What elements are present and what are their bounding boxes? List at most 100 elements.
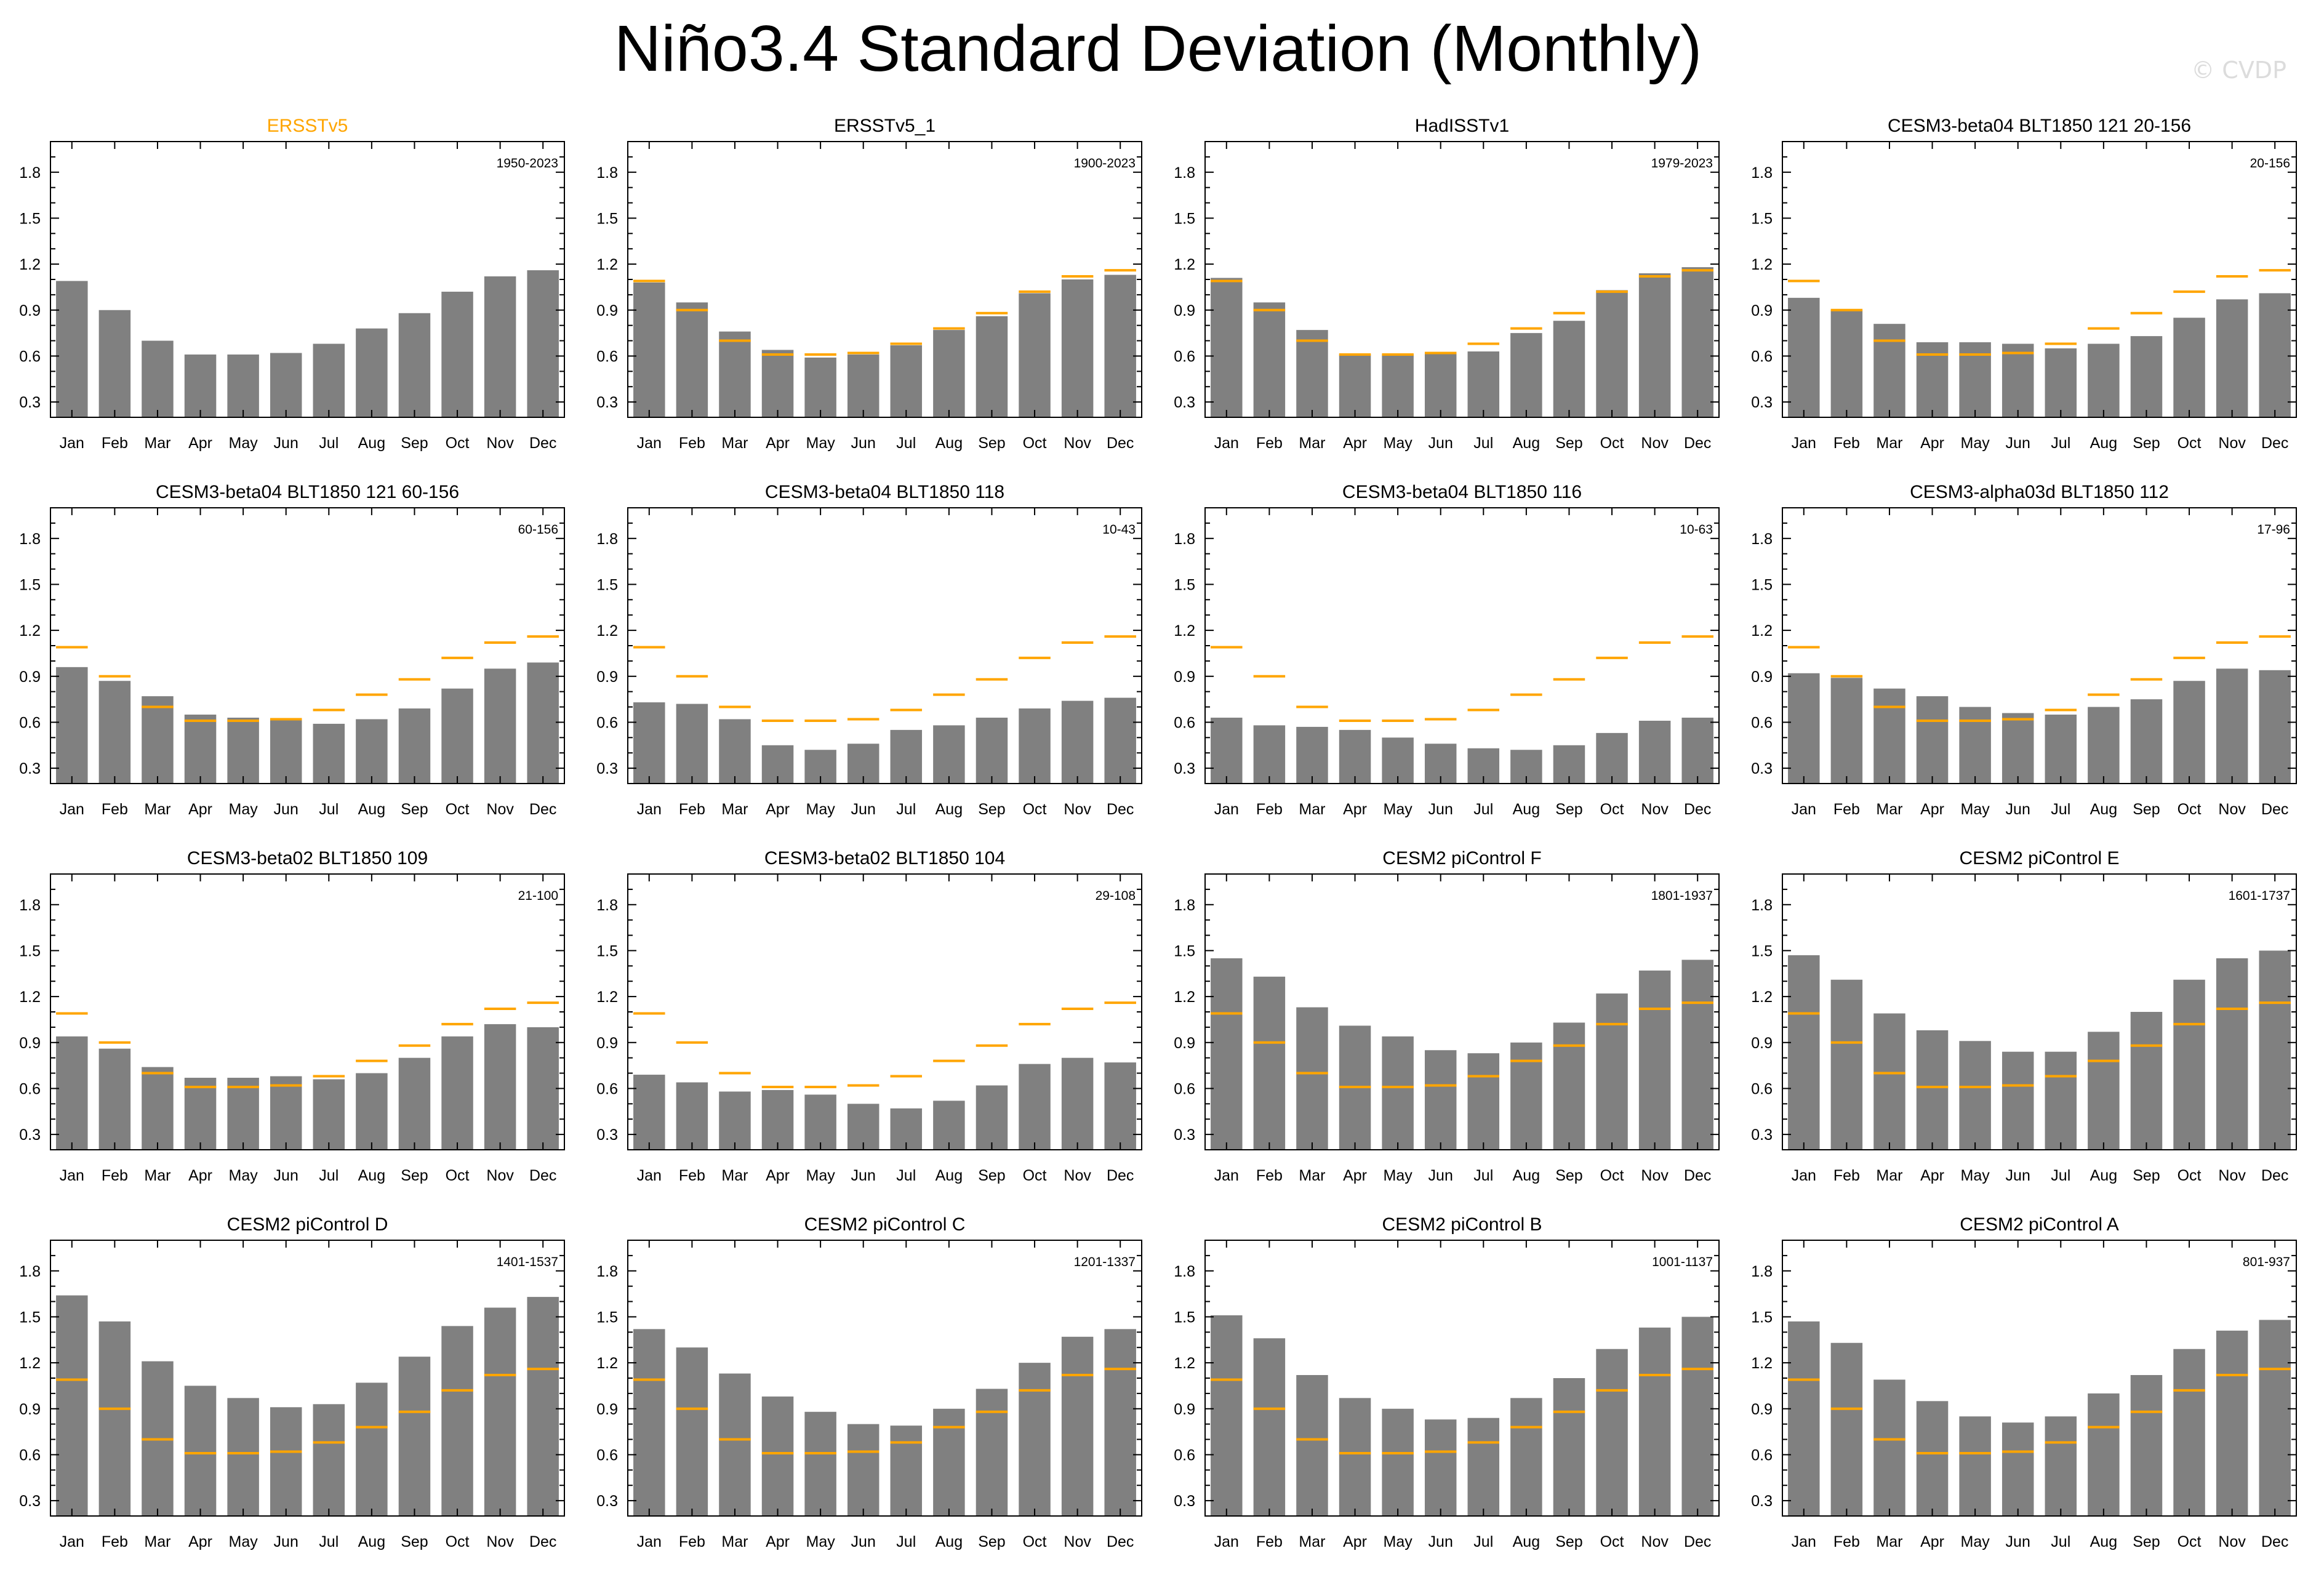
bar-jun [2001, 1422, 2034, 1516]
bar-aug [356, 1073, 388, 1150]
x-tick-label: Feb [1256, 1167, 1283, 1184]
panel-title: CESM2 piControl B [1382, 1214, 1542, 1235]
x-tick-label: Apr [1343, 435, 1367, 452]
x-tick-label: Aug [936, 1167, 963, 1184]
x-tick-label: Jun [2006, 435, 2030, 452]
x-tick-label: Jun [851, 1167, 876, 1184]
bar-oct [1596, 290, 1628, 417]
x-tick-label: May [229, 801, 258, 818]
bar-oct [1019, 1363, 1051, 1516]
x-tick-label: Mar [1299, 1533, 1325, 1550]
period-label: 1801-1937 [1651, 889, 1713, 903]
x-tick-label: Sep [2133, 1533, 2160, 1550]
chart-panel-10: CESM3-beta02 BLT1850 104 29-108 0.3 0.6 0.9 1… [596, 848, 1142, 1184]
x-tick-label: May [1961, 1167, 1990, 1184]
x-tick-label: Apr [188, 1533, 212, 1550]
y-tick-label: 0.3 [19, 1493, 41, 1510]
x-tick-label: Apr [188, 801, 212, 818]
bar-may [804, 1094, 836, 1150]
bar-jul [313, 1079, 345, 1150]
x-tick-label: Jul [896, 1167, 916, 1184]
x-tick-label: Aug [936, 1533, 963, 1550]
x-tick-label: Nov [2218, 1167, 2246, 1184]
y-tick-label: 1.5 [1174, 576, 1195, 593]
bar-jan [633, 702, 665, 784]
x-tick-label: Mar [721, 801, 748, 818]
x-tick-label: Nov [486, 1533, 514, 1550]
x-tick-label: Aug [1513, 435, 1540, 452]
x-tick-label: Sep [2133, 1167, 2160, 1184]
period-label: 1979-2023 [1651, 156, 1713, 170]
x-tick-label: Feb [679, 435, 705, 452]
x-tick-label: Oct [1023, 1167, 1047, 1184]
bar-oct [2173, 318, 2205, 417]
bar-sep [398, 1357, 431, 1516]
x-tick-label: Mar [1876, 1533, 1902, 1550]
x-tick-label: Nov [1641, 435, 1669, 452]
x-tick-label: Mar [721, 1533, 748, 1550]
y-tick-label: 1.8 [19, 1263, 41, 1280]
x-tick-label: Dec [1107, 435, 1134, 452]
x-tick-label: Jul [896, 435, 916, 452]
panel-title: CESM3-beta04 BLT1850 118 [765, 482, 1004, 502]
period-label: 1601-1737 [2229, 889, 2290, 903]
y-tick-label: 0.9 [1751, 1401, 1773, 1418]
y-tick-label: 0.9 [596, 1401, 618, 1418]
x-tick-label: Mar [144, 1167, 170, 1184]
bar-nov [484, 1307, 516, 1516]
y-tick-label: 1.2 [19, 622, 41, 640]
y-tick-label: 1.8 [19, 897, 41, 914]
page-title: Niño3.4 Standard Deviation (Monthly) [614, 12, 1702, 85]
plot-area: CESM3-beta02 BLT1850 109 21-100 0.3 0.6 0.9 1… [19, 848, 565, 1184]
x-tick-label: Mar [1299, 435, 1325, 452]
bar-nov [484, 276, 516, 417]
x-tick-label: Mar [1876, 435, 1902, 452]
x-tick-label: Apr [1343, 1533, 1367, 1550]
chart-panel-8: CESM3-alpha03d BLT1850 112 17-96 0.3 0.6 0.9… [1751, 482, 2297, 818]
bar-mar [142, 1067, 174, 1150]
x-tick-label: Oct [2178, 435, 2202, 452]
bar-jan [1788, 297, 1820, 417]
x-tick-label: Dec [529, 435, 556, 452]
bar-aug [1510, 1042, 1542, 1150]
x-tick-label: Aug [936, 801, 963, 818]
bar-jul [1467, 351, 1500, 417]
x-tick-label: Jul [319, 1533, 339, 1550]
x-tick-label: Aug [1513, 1533, 1540, 1550]
x-tick-label: Feb [679, 1533, 705, 1550]
y-tick-label: 1.5 [596, 210, 618, 227]
x-tick-label: Oct [1023, 1533, 1047, 1550]
y-tick-label: 1.8 [19, 164, 41, 182]
x-tick-label: May [1384, 1167, 1413, 1184]
y-tick-label: 1.5 [1751, 576, 1773, 593]
x-tick-label: Dec [2261, 801, 2288, 818]
x-tick-label: Jan [1214, 1533, 1239, 1550]
x-tick-label: Oct [446, 435, 470, 452]
x-tick-label: Mar [721, 1167, 748, 1184]
bar-jan [1788, 673, 1820, 784]
y-tick-label: 0.3 [596, 760, 618, 777]
bar-sep [2130, 699, 2163, 784]
bar-aug [933, 330, 965, 417]
plot-area: CESM3-beta04 BLT1850 118 10-43 0.3 0.6 0.9 1.… [596, 482, 1142, 818]
bar-jun [1424, 353, 1457, 417]
chart-panel-7: CESM3-beta04 BLT1850 116 10-63 0.3 0.6 0.9 1.… [1174, 482, 1720, 818]
bar-feb [98, 1321, 131, 1516]
bar-dec [1681, 960, 1713, 1150]
bar-oct [441, 1036, 473, 1150]
plot-area: CESM3-beta04 BLT1850 121 60-156 60-156 0.3… [19, 482, 565, 818]
x-tick-label: Oct [446, 1533, 470, 1550]
panel-title: ERSSTv5_1 [834, 116, 936, 136]
y-tick-label: 1.2 [1174, 622, 1195, 640]
x-tick-label: Jun [274, 1533, 299, 1550]
bar-nov [1638, 970, 1671, 1150]
x-tick-label: Jan [60, 1533, 84, 1550]
x-tick-label: Feb [1833, 435, 1860, 452]
bar-apr [761, 350, 794, 417]
x-tick-label: Jan [637, 1533, 662, 1550]
bar-feb [1253, 1338, 1286, 1516]
chart-panel-14: CESM2 piControl C 1201-1337 0.3 0.6 0.9 1.2 1.… [596, 1214, 1142, 1550]
bar-nov [1638, 720, 1671, 784]
x-tick-label: Jan [60, 1167, 84, 1184]
bar-mar [1296, 1007, 1328, 1150]
